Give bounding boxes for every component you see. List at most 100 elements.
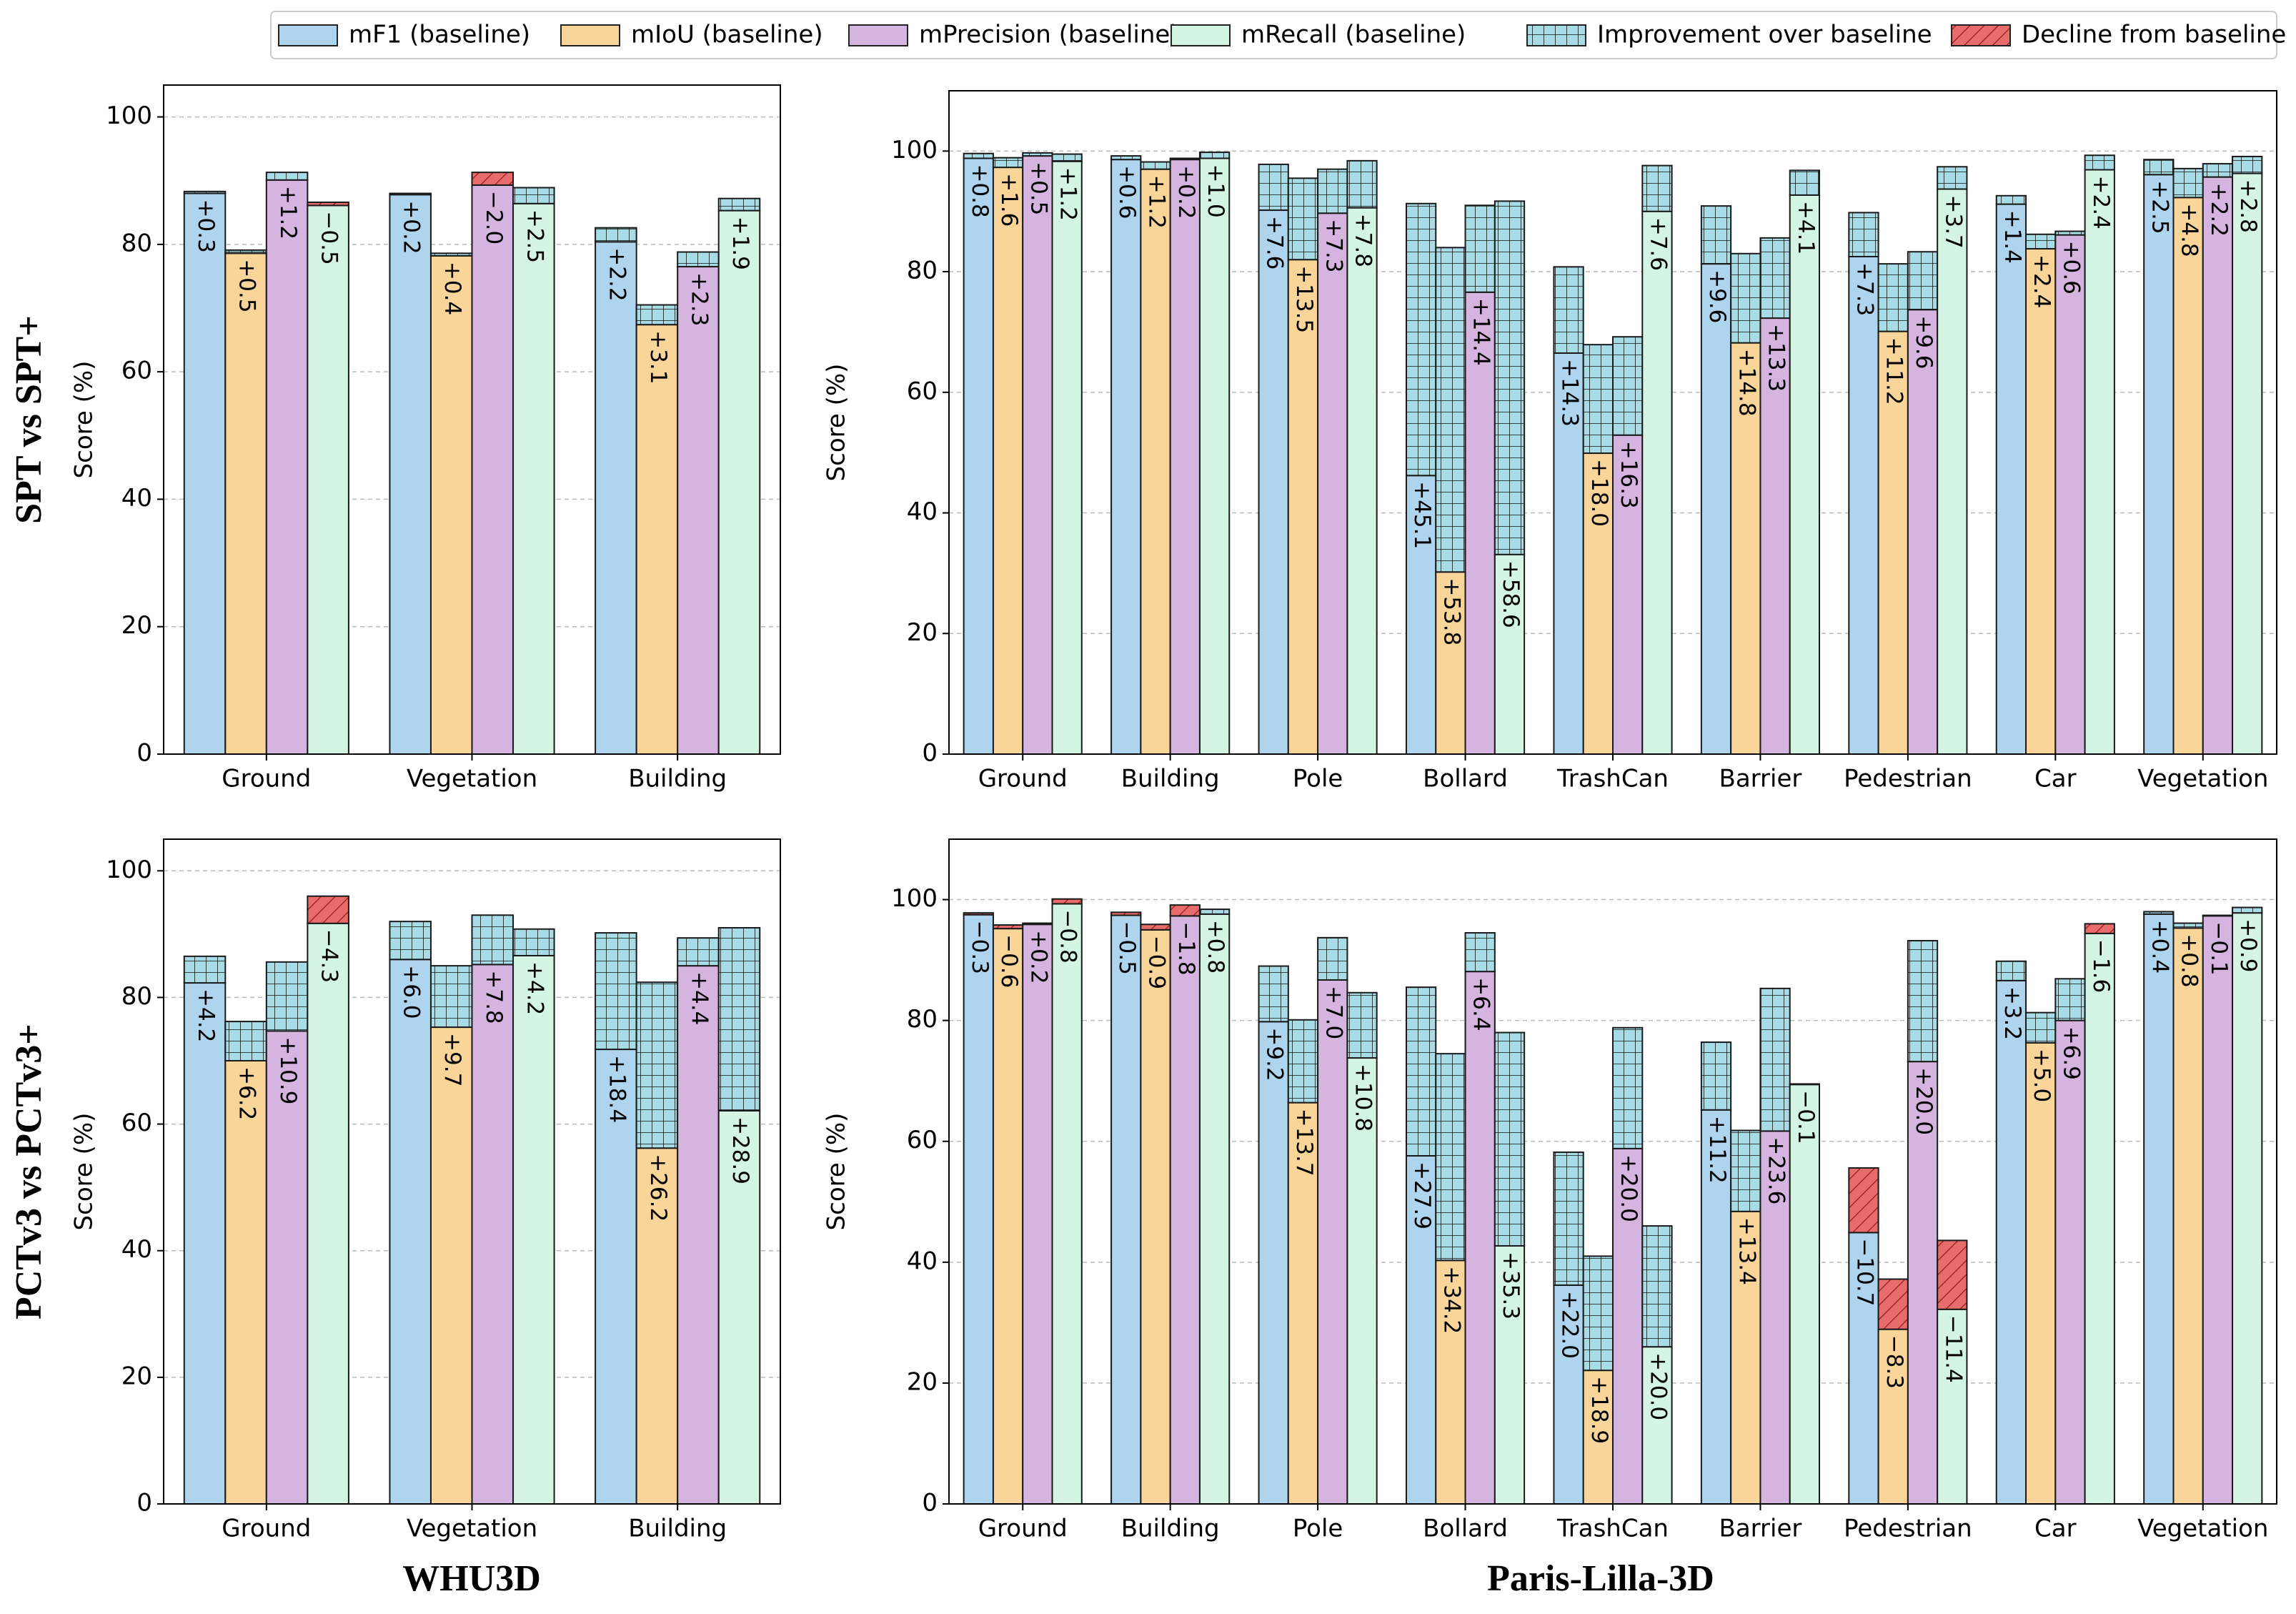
y-tick-label: 100: [106, 102, 152, 130]
row-label: PCTv3 vs PCTv3+: [9, 1024, 49, 1320]
bar: [2202, 176, 2234, 755]
improvement-segment: [1464, 204, 1496, 293]
delta-label: +2.4: [2088, 176, 2114, 229]
delta-label: +0.8: [967, 164, 993, 217]
improvement-segment: [1995, 194, 2027, 205]
improvement-segment: [1169, 157, 1201, 161]
bar: [1140, 929, 1171, 1505]
y-axis-label: Score (%): [823, 364, 851, 482]
delta-label: +18.0: [1586, 459, 1612, 527]
bar: [2232, 172, 2263, 755]
bar: [307, 204, 349, 756]
delta-label: +9.6: [1911, 315, 1937, 369]
improvement-segment: [1317, 936, 1348, 981]
x-tick-label: Building: [1121, 1515, 1220, 1543]
bar: [1789, 194, 1821, 755]
improvement-segment: [1730, 252, 1761, 344]
x-tick-label: Ground: [222, 765, 311, 793]
improvement-segment: [1258, 965, 1289, 1023]
delta-label: +1.2: [1055, 167, 1081, 221]
improvement-segment: [1700, 1041, 1732, 1111]
delta-label: +0.2: [399, 200, 424, 254]
bar: [1140, 168, 1171, 755]
improvement-segment: [2172, 922, 2204, 929]
y-tick-label: 100: [891, 136, 938, 164]
improvement-segment: [1494, 1031, 1526, 1247]
legend-label: mPrecision (baseline): [919, 21, 1180, 49]
delta-label: +4.2: [522, 961, 547, 1015]
improvement-segment: [389, 192, 432, 196]
improvement-segment: [2025, 233, 2057, 250]
improvement-segment: [2054, 978, 2086, 1021]
improvement-segment: [265, 961, 309, 1032]
improvement-segment: [1700, 205, 1732, 265]
x-tick-label: Vegetation: [407, 765, 537, 793]
bar: [992, 167, 1024, 755]
x-tick-label: Barrier: [1719, 765, 1802, 793]
improvement-segment: [963, 152, 994, 159]
improvement-segment: [1641, 1225, 1673, 1348]
delta-label: +2.8: [2235, 179, 2261, 233]
bar: [2172, 927, 2204, 1505]
delta-label: +7.3: [1852, 262, 1877, 316]
bar: [1907, 1061, 1939, 1505]
delta-label: +7.6: [1645, 217, 1671, 271]
delta-label: +0.2: [1025, 930, 1051, 984]
delta-label: +4.8: [2177, 203, 2202, 257]
improvement-segment: [1022, 922, 1053, 926]
delta-label: +28.9: [727, 1117, 753, 1184]
legend-swatch: [1951, 24, 2011, 46]
bar: [1051, 903, 1083, 1505]
improvement-segment: [595, 227, 637, 243]
delta-label: +2.5: [522, 209, 547, 263]
improvement-segment: [429, 252, 473, 257]
delta-label: +13.3: [1764, 324, 1789, 392]
decline-segment: [1051, 898, 1083, 905]
bar: [1464, 971, 1496, 1505]
delta-label: +1.9: [727, 217, 753, 270]
bar: [1022, 155, 1053, 755]
improvement-segment: [635, 304, 679, 326]
improvement-segment: [1494, 200, 1526, 555]
delta-label: −0.1: [2206, 921, 2232, 975]
improvement-segment: [1582, 1255, 1614, 1372]
bar: [1169, 159, 1201, 755]
delta-label: −10.7: [1852, 1238, 1877, 1306]
improvement-segment: [2232, 155, 2263, 174]
bar: [307, 922, 349, 1505]
x-tick-label: Vegetation: [407, 1515, 537, 1543]
improvement-segment: [1051, 153, 1083, 162]
bar: [1110, 159, 1142, 755]
delta-label: +13.5: [1291, 265, 1317, 333]
improvement-segment: [183, 955, 227, 984]
delta-label: +3.2: [1999, 986, 2025, 1040]
delta-label: +9.2: [1262, 1027, 1288, 1081]
delta-label: +2.5: [2147, 180, 2172, 234]
x-tick-label: Car: [2034, 1515, 2077, 1543]
delta-label: +18.9: [1586, 1376, 1612, 1444]
y-tick-label: 60: [121, 1109, 152, 1137]
bar: [595, 241, 637, 755]
y-tick-label: 20: [907, 1367, 938, 1396]
delta-label: +6.4: [1468, 977, 1494, 1031]
delta-label: +0.2: [1173, 165, 1199, 219]
improvement-segment: [2172, 167, 2204, 199]
bar: [1641, 210, 1673, 755]
bar: [1553, 1284, 1584, 1505]
legend-label: Improvement over baseline: [1597, 21, 1932, 49]
improvement-segment: [1877, 263, 1909, 332]
bar: [1435, 571, 1466, 755]
delta-label: +0.9: [2235, 919, 2261, 972]
x-tick-label: Vegetation: [2137, 1515, 2268, 1543]
improvement-segment: [1907, 251, 1939, 311]
delta-label: +53.8: [1438, 578, 1464, 645]
x-tick-label: Ground: [978, 765, 1068, 793]
bar: [1022, 924, 1053, 1505]
delta-label: +2.4: [2029, 254, 2054, 308]
bar: [1612, 1147, 1644, 1505]
delta-label: +14.3: [1557, 359, 1583, 427]
improvement-segment: [1317, 168, 1348, 214]
delta-label: −0.3: [967, 921, 993, 974]
improvement-segment: [1848, 212, 1879, 258]
x-tick-label: Ground: [222, 1515, 311, 1543]
